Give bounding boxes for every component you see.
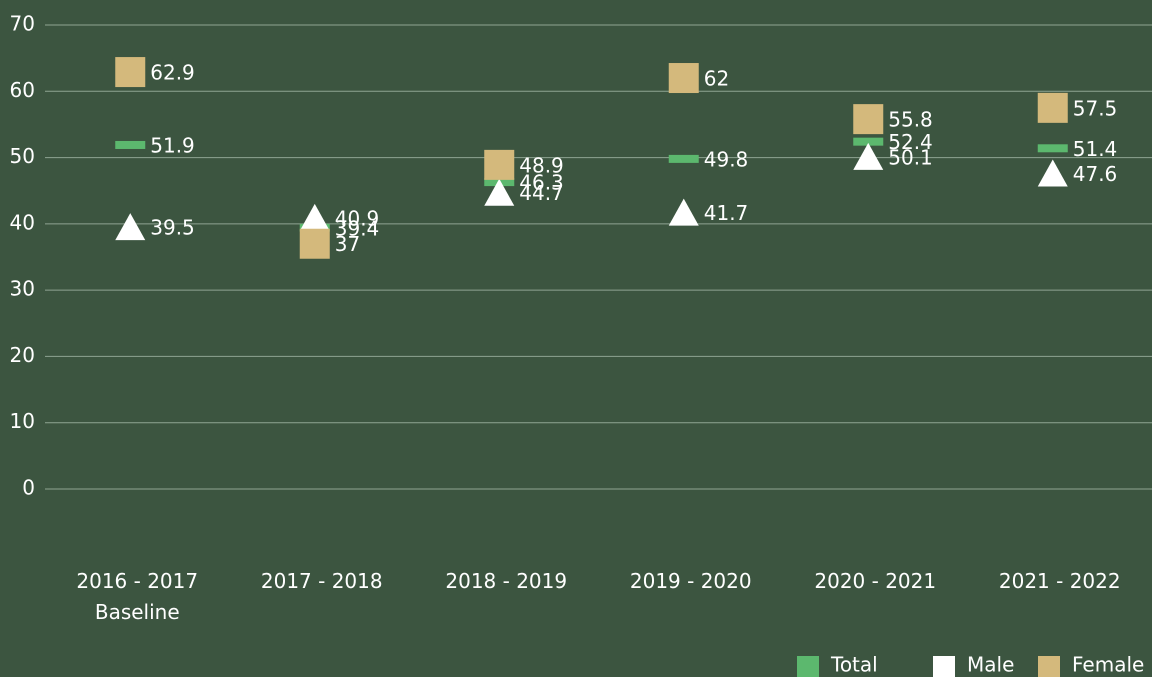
legend-label: Male	[967, 653, 1014, 677]
data-label: 37	[335, 232, 360, 256]
x-tick-label: 2019 - 2020	[629, 569, 752, 593]
total-marker	[668, 154, 699, 163]
male-marker	[668, 198, 699, 226]
data-label: 41.7	[704, 201, 749, 225]
data-label: 48.9	[519, 153, 564, 177]
y-tick-label: 0	[22, 476, 35, 500]
male-marker	[115, 213, 146, 241]
data-label: 57.5	[1073, 96, 1118, 120]
x-tick-label: 2017 - 2018	[260, 569, 383, 593]
data-label: 47.6	[1073, 162, 1118, 186]
y-tick-label: 50	[10, 144, 35, 168]
x-tick-label: 2020 - 2021	[814, 569, 937, 593]
legend-label: Female	[1072, 653, 1144, 677]
x-tick-label: 2021 - 2022	[998, 569, 1121, 593]
data-label: 55.8	[888, 108, 933, 132]
male-marker	[1037, 159, 1068, 187]
y-tick-label: 20	[10, 343, 35, 367]
data-label: 62.9	[150, 61, 195, 85]
legend-swatch	[797, 656, 819, 677]
total-marker	[853, 137, 884, 146]
male-marker	[299, 203, 330, 231]
data-label: 51.9	[150, 133, 195, 157]
female-marker	[853, 104, 884, 135]
data-label: 49.8	[704, 147, 749, 171]
male-marker	[484, 178, 515, 206]
data-label: 62	[704, 67, 729, 91]
total-marker	[115, 140, 146, 149]
data-label: 40.9	[335, 206, 380, 230]
data-label: 51.4	[1073, 137, 1118, 161]
data-label: 39.5	[150, 216, 195, 240]
female-marker	[299, 228, 330, 259]
female-marker	[668, 63, 699, 94]
data-label: 52.4	[888, 130, 933, 154]
male-marker	[853, 142, 884, 170]
x-tick-label: 2018 - 2019	[445, 569, 568, 593]
y-tick-label: 60	[10, 78, 35, 102]
female-marker	[1037, 92, 1068, 123]
female-marker	[115, 57, 146, 88]
female-marker	[484, 149, 515, 180]
y-tick-label: 70	[10, 12, 35, 36]
y-tick-label: 30	[10, 277, 35, 301]
legend-swatch	[1038, 656, 1060, 677]
legend-swatch	[933, 656, 955, 677]
total-marker	[1037, 144, 1068, 153]
data-label: 50.1	[888, 145, 933, 169]
data-label: 39.4	[335, 216, 380, 240]
y-tick-label: 10	[10, 409, 35, 433]
legend-label: Total	[830, 653, 878, 677]
y-tick-label: 40	[10, 210, 35, 234]
data-label: 44.7	[519, 181, 564, 205]
x-tick-label: 2016 - 2017 Baseline	[76, 569, 199, 624]
data-label: 46.3	[519, 171, 564, 195]
